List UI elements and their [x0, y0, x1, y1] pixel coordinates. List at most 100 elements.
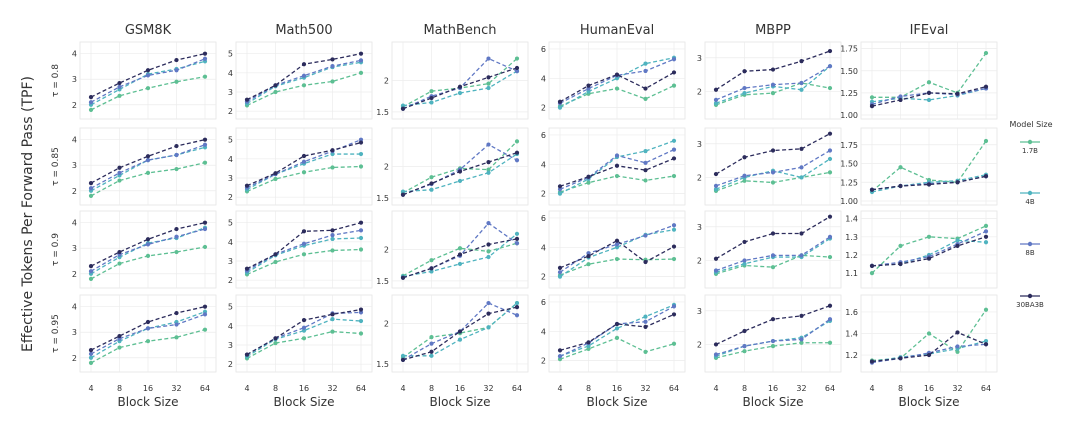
y-tick-label: 3	[697, 140, 702, 149]
data-point-30ba3b	[174, 143, 179, 149]
data-point-8b	[983, 229, 989, 234]
y-tick-label: 4	[72, 303, 77, 312]
data-point-1-7b	[88, 107, 94, 112]
panel-ifeval-row-4: 1.2 1.4 1.6	[845, 294, 998, 373]
data-point-1-7b	[358, 164, 364, 169]
y-tick-label: 4	[228, 322, 233, 331]
panel-humaneval-row-3: 2 4 6	[541, 210, 686, 289]
series-line-4b	[246, 61, 362, 105]
y-tick-label: 2	[72, 270, 77, 279]
data-point-1-7b	[429, 335, 434, 340]
data-point-1-7b	[174, 249, 179, 255]
data-point-1-7b	[926, 234, 932, 239]
series-line-4b	[559, 57, 675, 109]
x-tick-label: 16	[612, 384, 622, 393]
data-point-8b	[301, 325, 307, 330]
data-point-30ba3b	[273, 171, 278, 176]
y-tick-label: 4	[541, 327, 546, 336]
y-tick-label: 1.50	[840, 160, 858, 169]
data-point-8b	[799, 165, 804, 170]
data-point-8b	[358, 58, 364, 63]
panel-humaneval-row-4: 2 4 6	[541, 294, 686, 373]
data-point-8b	[117, 84, 122, 89]
series-line-30ba3b	[246, 141, 362, 187]
y-tick-label: 1.1	[845, 269, 858, 278]
data-point-8b	[557, 187, 563, 192]
column-title-math500: Math500	[275, 23, 332, 38]
data-point-30ba3b	[898, 183, 903, 189]
x-tick-label: 16	[299, 384, 309, 393]
series-line-30ba3b	[90, 222, 206, 267]
series-line-30ba3b	[90, 53, 206, 98]
data-point-1-7b	[330, 165, 335, 170]
data-point-1-7b	[983, 50, 989, 56]
data-point-1-7b	[983, 307, 989, 312]
x-tick-label: 4	[713, 384, 718, 393]
series-line-30ba3b	[715, 50, 831, 91]
y-tick-label: 1.2	[845, 351, 858, 360]
x-tick-label: 16	[143, 384, 153, 393]
data-point-30ba3b	[671, 312, 677, 317]
x-tick-label: 8	[273, 384, 278, 393]
data-point-1-7b	[586, 180, 591, 185]
x-tick-label: 4	[869, 384, 874, 393]
x-tick-label: 32	[952, 384, 962, 393]
data-point-1-7b	[671, 173, 677, 179]
data-point-8b	[202, 142, 208, 147]
series-line-4b	[559, 304, 675, 357]
y-tick-label: 2	[541, 273, 546, 282]
data-point-30ba3b	[742, 328, 747, 334]
y-tick-label: 3	[697, 54, 702, 63]
legend-swatch-marker	[1027, 190, 1033, 196]
data-point-30ba3b	[273, 336, 278, 341]
data-point-8b	[358, 228, 364, 233]
y-tick-label: 1.2	[845, 251, 858, 260]
data-point-4b	[457, 261, 463, 267]
series-line-8b	[90, 58, 206, 103]
data-point-30ba3b	[486, 242, 491, 247]
data-point-30ba3b	[898, 356, 903, 361]
series-line-30ba3b	[559, 313, 675, 352]
panel-mbpp-row-4: 23	[697, 294, 842, 373]
data-point-1-7b	[643, 349, 648, 354]
data-point-30ba3b	[145, 154, 151, 159]
data-point-4b	[983, 338, 989, 344]
data-point-30ba3b	[301, 229, 307, 234]
data-point-30ba3b	[358, 51, 364, 56]
data-point-8b	[643, 233, 648, 238]
data-point-30ba3b	[926, 90, 932, 95]
data-point-30ba3b	[869, 104, 875, 109]
data-point-30ba3b	[358, 307, 364, 312]
y-tick-label: 3	[228, 174, 233, 183]
series-line-1-7b	[402, 242, 518, 277]
data-point-8b	[429, 341, 434, 346]
x-tick-label: 4	[244, 384, 249, 393]
data-point-4b	[557, 105, 563, 110]
series-line-30ba3b	[402, 306, 518, 361]
series-line-8b	[871, 87, 987, 106]
data-point-1-7b	[614, 173, 620, 179]
data-point-30ba3b	[330, 57, 335, 62]
x-tick-label: 64	[512, 384, 522, 393]
data-point-30ba3b	[145, 237, 151, 242]
x-tick-label: 8	[898, 384, 903, 393]
data-point-30ba3b	[457, 252, 463, 257]
y-tick-label: 4	[541, 160, 546, 169]
data-point-4b	[88, 355, 94, 360]
legend-entry-8b: 8B	[1020, 241, 1040, 257]
row-label-4: τ = 0.95	[51, 314, 61, 353]
panel-mathbench-row-2: 1.52	[376, 127, 529, 206]
data-point-4b	[457, 90, 463, 96]
data-point-30ba3b	[614, 238, 620, 243]
data-point-1-7b	[770, 265, 776, 270]
data-point-4b	[301, 328, 307, 333]
x-tick-label: 64	[981, 384, 991, 393]
data-point-30ba3b	[457, 169, 463, 174]
data-point-8b	[827, 234, 833, 239]
series-line-30ba3b	[559, 239, 675, 269]
data-point-4b	[330, 151, 335, 157]
data-point-8b	[614, 153, 620, 158]
data-point-1-7b	[273, 176, 278, 182]
y-tick-label: 2	[72, 101, 77, 110]
data-point-8b	[145, 73, 151, 78]
